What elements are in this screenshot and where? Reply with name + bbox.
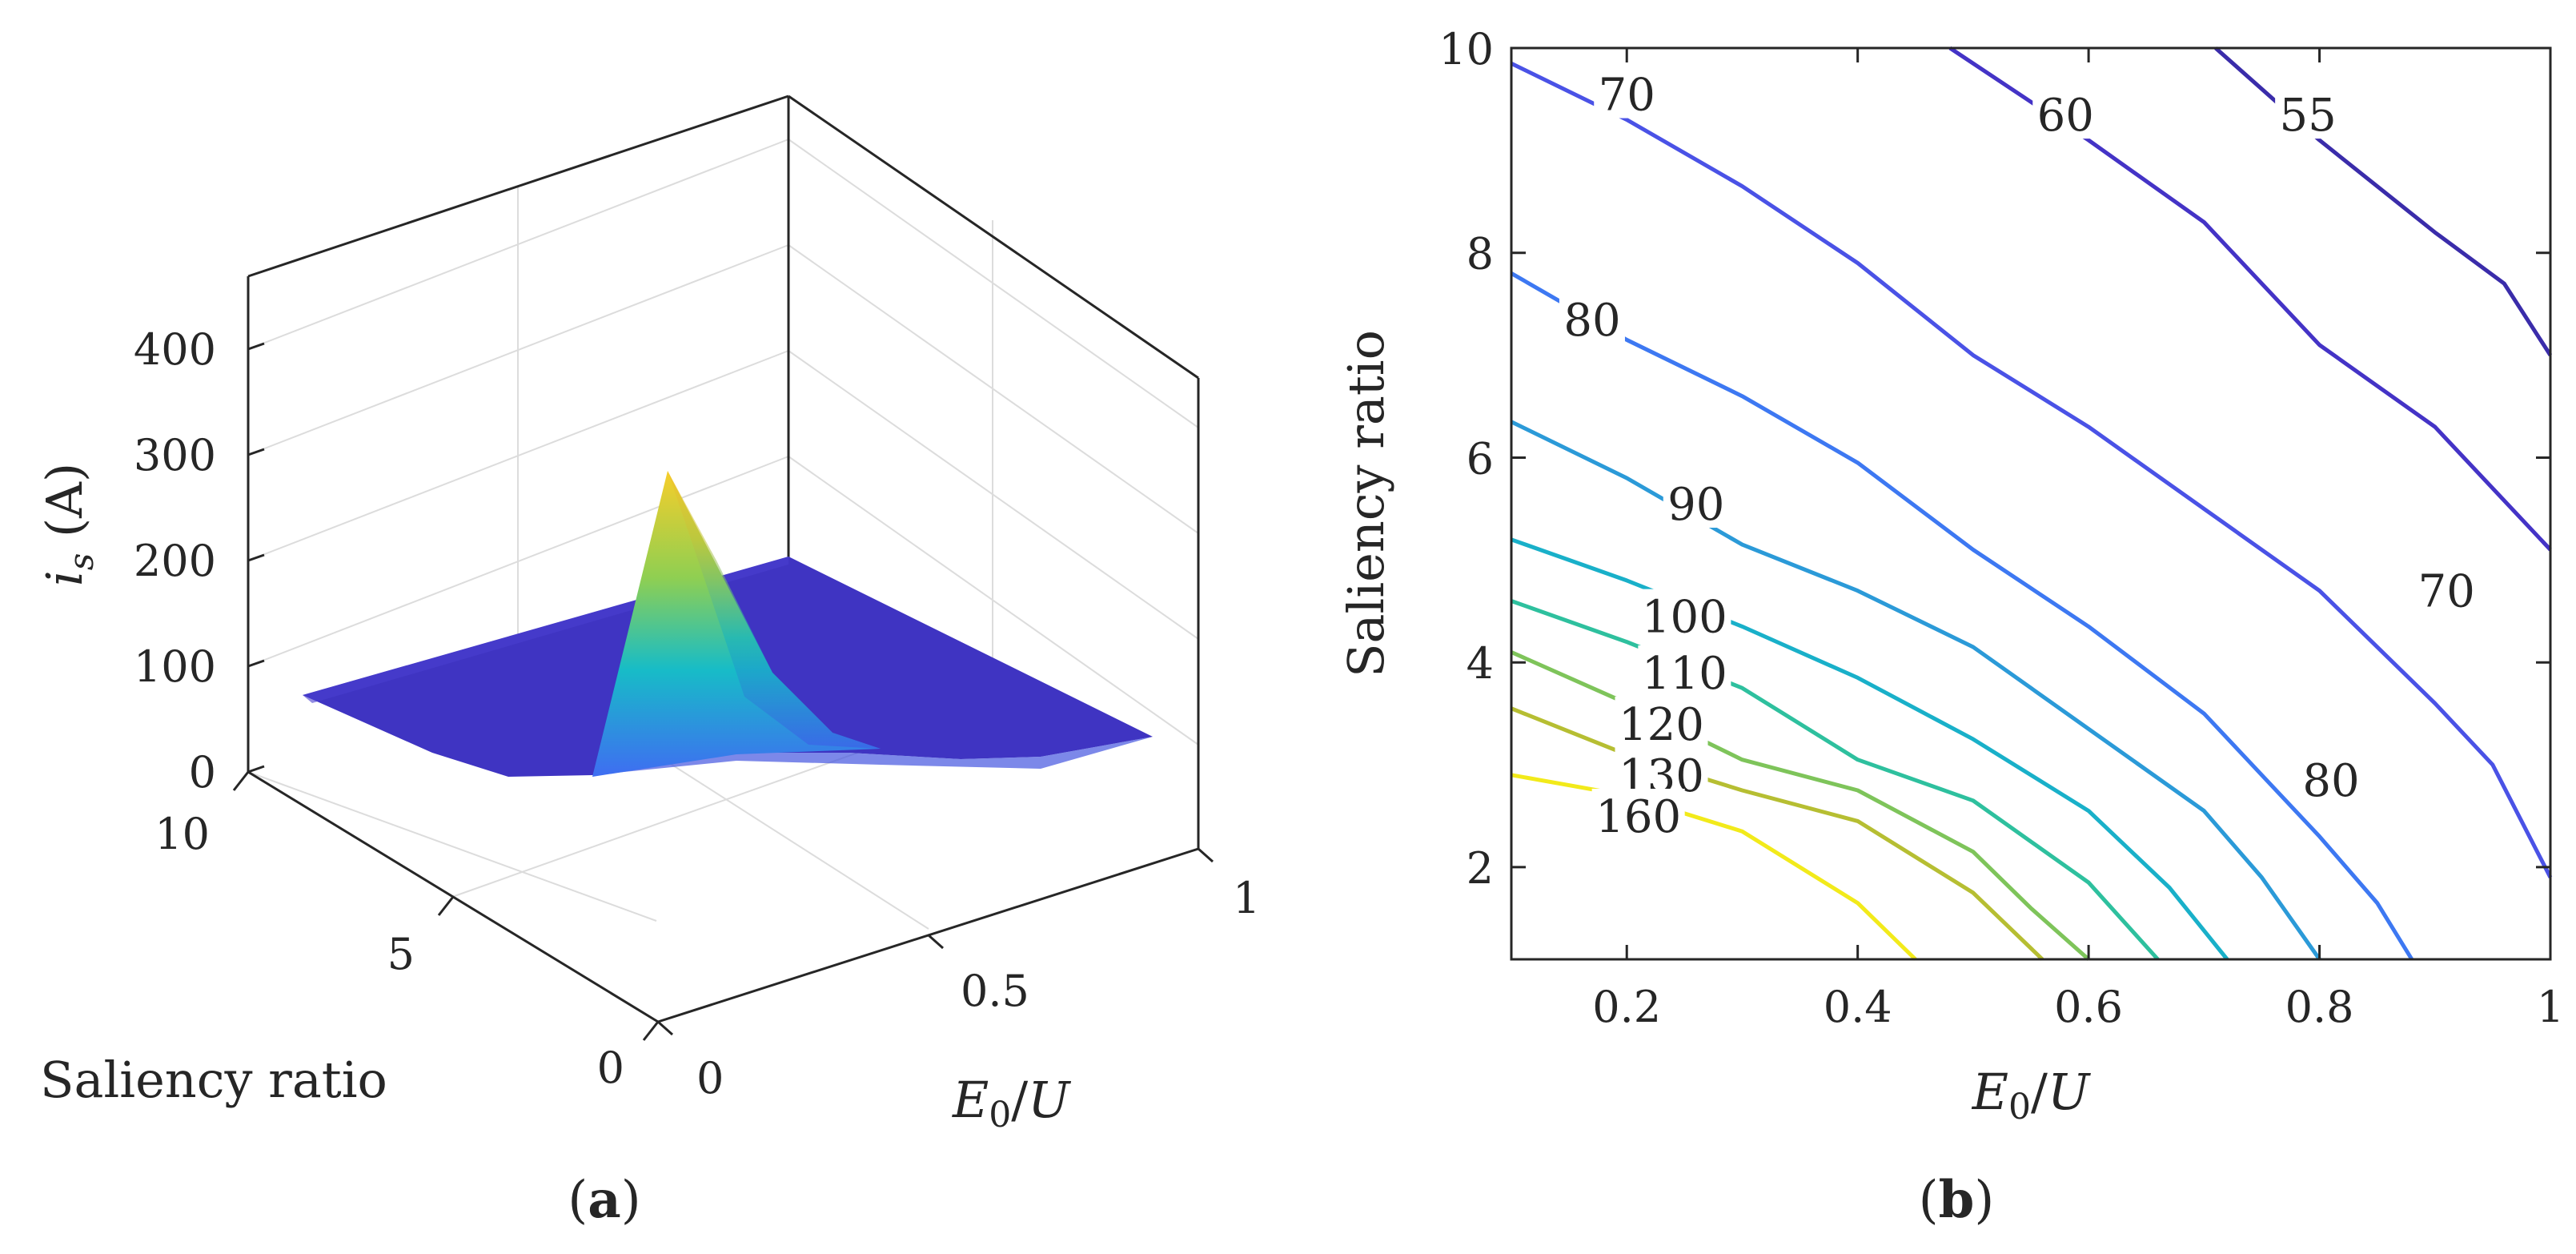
- z-axis-ticks: [247, 342, 265, 774]
- contour-label: 120: [1619, 699, 1704, 751]
- contour-label: 60: [2037, 90, 2094, 142]
- contour-y-axis-label: Saliency ratio: [1337, 330, 1395, 677]
- contour-x-tick-label: 0.2: [1592, 982, 1661, 1032]
- contour-label: 55: [2280, 90, 2337, 142]
- contour-x-tick-label: 0.8: [2285, 982, 2354, 1032]
- contour-line-130: [1511, 706, 2044, 961]
- e0u-axis-ticks: [657, 847, 1214, 1036]
- z-tick-label: 400: [134, 324, 216, 375]
- contour-label-bg: [1638, 645, 1731, 697]
- contour-label: 70: [2418, 566, 2475, 618]
- contour-label: 100: [1642, 592, 1727, 644]
- surface-mesh: [303, 471, 1153, 777]
- contour-line-100: [1511, 537, 2229, 961]
- saliency-tick-label: 5: [387, 929, 415, 979]
- contour-label: 90: [1667, 479, 1724, 531]
- contour-label-bg: [1591, 788, 1685, 840]
- contour-y-tick-label: 10: [1438, 24, 1494, 74]
- contour-label: 160: [1595, 791, 1681, 843]
- saliency-tick-label: 0: [597, 1043, 624, 1093]
- contour-label: 80: [2302, 755, 2359, 807]
- z-axis-label: is (A): [35, 463, 101, 586]
- panel-label-a: (a): [568, 1170, 640, 1230]
- contour-y-tick-label: 4: [1467, 638, 1494, 689]
- e0u-axis-label: E0/U: [952, 1071, 1071, 1135]
- z-tick-label: 200: [134, 536, 216, 586]
- surface-grid: [247, 139, 1199, 930]
- contour-line-110: [1511, 599, 2160, 961]
- contour-x-tick-label: 0.4: [1824, 982, 1892, 1032]
- contour-x-tick-label: 0.6: [2054, 982, 2123, 1032]
- saliency-tick-label: 10: [154, 809, 210, 859]
- contour-label-bg: [2275, 87, 2341, 139]
- contour-axes-box: [1510, 46, 2552, 961]
- z-tick-label: 100: [134, 641, 216, 692]
- z-tick-label: 0: [189, 747, 216, 798]
- contour-y-tick-label: 2: [1467, 843, 1494, 894]
- contour-line-80: [1510, 271, 2414, 961]
- contour-label-bg: [2413, 563, 2480, 615]
- e0u-tick-label: 0.5: [961, 966, 1029, 1016]
- contour-x-axis-label: E0/U: [1972, 1063, 2091, 1127]
- contour-x-tick-label: 1: [2537, 982, 2564, 1032]
- e0u-tick-label: 1: [1233, 873, 1260, 923]
- surface-plot-panel: 0 100 200 300 400 is (A) 10 5 0 Saliency…: [35, 94, 1260, 1230]
- contour-ticks: 0.2 0.4 0.6 0.8 1 2 4 6 8 10: [1438, 24, 2564, 1032]
- contour-line-160: [1511, 773, 1917, 961]
- contour-line-70: [1510, 61, 2553, 878]
- surface-box: [247, 94, 1200, 1023]
- contour-y-tick-label: 8: [1467, 229, 1494, 279]
- contour-label-bg: [1663, 476, 1729, 528]
- contour-label: 110: [1642, 648, 1727, 700]
- saliency-axis-label: Saliency ratio: [40, 1051, 387, 1109]
- contour-label-bg: [1615, 696, 1708, 748]
- contour-y-tick-label: 6: [1467, 433, 1494, 484]
- contour-label-bg: [2297, 753, 2364, 805]
- contour-label-bg: [1559, 291, 1625, 344]
- panel-label-b: (b): [1919, 1170, 1995, 1230]
- e0u-tick-label: 0: [696, 1053, 724, 1103]
- contour-label: 80: [1563, 295, 1620, 347]
- contour-label: 70: [1599, 70, 1655, 122]
- contour-label-bg: [1594, 66, 1660, 119]
- contour-label-bg: [2032, 87, 2099, 139]
- contour-line-55: [2214, 46, 2553, 356]
- contour-label-bg: [1638, 589, 1731, 641]
- saliency-axis-ticks: [232, 771, 660, 1041]
- z-tick-label: 300: [134, 430, 216, 480]
